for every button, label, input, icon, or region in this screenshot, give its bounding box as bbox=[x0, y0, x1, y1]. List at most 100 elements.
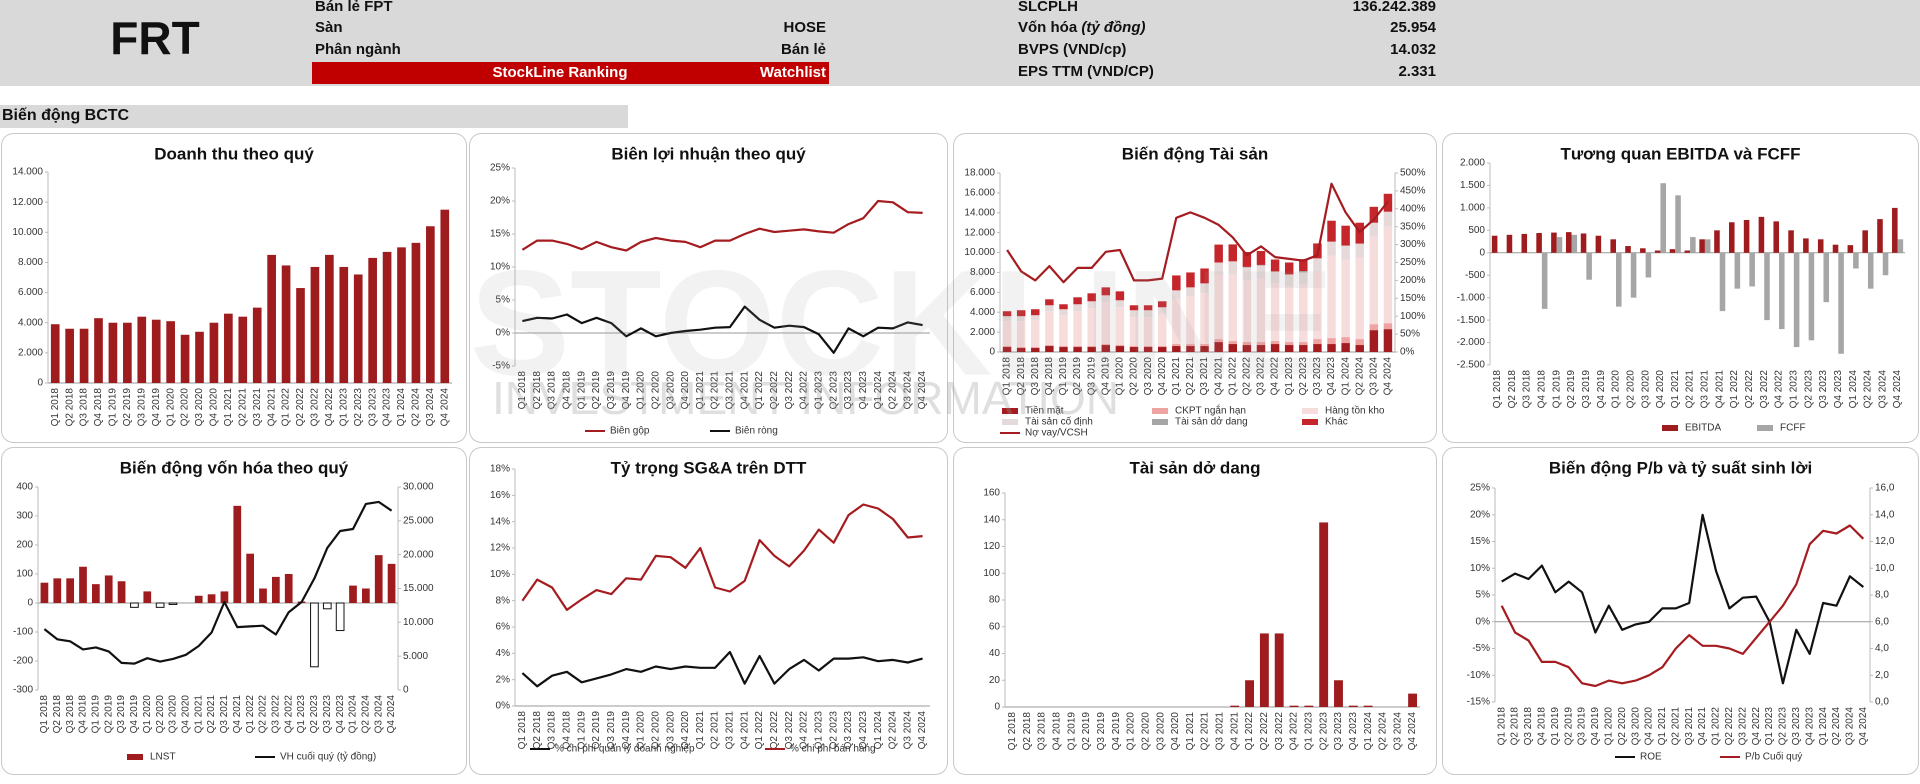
bar bbox=[1158, 314, 1167, 347]
x-tick-label: Q4 2021 bbox=[266, 388, 277, 427]
x-tick-label: Q1 2022 bbox=[1711, 707, 1722, 746]
chart-title: Biến động P/b và tỷ suất sinh lời bbox=[1549, 458, 1812, 477]
x-tick-label: Q2 2023 bbox=[309, 695, 320, 734]
x-tick-label: Q2 2018 bbox=[1507, 370, 1518, 409]
x-tick-label: Q2 2018 bbox=[1016, 357, 1027, 396]
x-tick-label: Q2 2019 bbox=[591, 371, 602, 410]
x-tick-label: Q1 2023 bbox=[1788, 370, 1799, 409]
legend-label: Khác bbox=[1325, 417, 1348, 428]
bar bbox=[166, 321, 175, 383]
bar bbox=[94, 318, 103, 383]
y-tick-label: 5% bbox=[496, 295, 511, 306]
x-tick-label: Q4 2022 bbox=[1270, 357, 1281, 396]
x-tick-label: Q3 2024 bbox=[1845, 707, 1856, 746]
legend-label: % chi phí quản lý doanh nghiệp bbox=[555, 744, 695, 755]
y-tick-label: 20% bbox=[1470, 509, 1490, 520]
x-tick-label: Q1 2020 bbox=[1126, 712, 1137, 751]
x-tick-label: Q1 2018 bbox=[1492, 370, 1503, 409]
bar bbox=[1158, 346, 1167, 348]
x-tick-label: Q2 2024 bbox=[360, 695, 371, 734]
bar bbox=[1228, 344, 1237, 352]
bar bbox=[1230, 705, 1240, 707]
x-tick-label: Q2 2020 bbox=[1617, 707, 1628, 746]
x-tick-label: Q3 2023 bbox=[1818, 370, 1829, 409]
x-tick-label: Q1 2022 bbox=[754, 711, 765, 750]
bar bbox=[1355, 345, 1364, 352]
y-tick-label: -200 bbox=[13, 656, 33, 667]
x-tick-label: Q2 2022 bbox=[295, 388, 306, 427]
x-tick-label: Q4 2024 bbox=[1383, 357, 1394, 396]
x-tick-label: Q4 2019 bbox=[1590, 707, 1601, 746]
x-tick-label: Q4 2021 bbox=[1697, 707, 1708, 746]
chart-title: Doanh thu theo quý bbox=[154, 144, 314, 163]
x-tick-label: Q2 2023 bbox=[828, 711, 839, 750]
x-tick-label: Q2 2023 bbox=[1778, 707, 1789, 746]
bar bbox=[168, 602, 178, 605]
x-tick-label: Q4 2018 bbox=[93, 388, 104, 427]
y-tick-label: 20 bbox=[989, 675, 1001, 686]
y-tick-label: 4% bbox=[496, 648, 511, 659]
bar bbox=[1773, 221, 1780, 253]
metric-note: (tỷ đồng) bbox=[1081, 19, 1145, 36]
legend-marker bbox=[1152, 419, 1168, 425]
bar bbox=[1862, 230, 1868, 253]
bar bbox=[1764, 252, 1770, 321]
bar bbox=[349, 585, 357, 603]
bar bbox=[1313, 258, 1322, 272]
bar bbox=[92, 584, 100, 603]
bar bbox=[1313, 339, 1322, 345]
bar bbox=[1284, 274, 1294, 287]
bar bbox=[267, 254, 276, 383]
y-tick-label: 10% bbox=[490, 569, 510, 580]
bar bbox=[1743, 220, 1750, 253]
y-tick-label: 6.000 bbox=[970, 287, 995, 298]
x-tick-label: Q3 2022 bbox=[270, 695, 281, 734]
bar bbox=[1299, 345, 1308, 352]
bar bbox=[1214, 342, 1223, 352]
bar bbox=[1817, 239, 1824, 253]
x-tick-label: Q2 2020 bbox=[1129, 357, 1140, 396]
y-tick-label: 18.000 bbox=[964, 168, 995, 179]
x-tick-label: Q2 2018 bbox=[1022, 712, 1033, 751]
chart-panel bbox=[953, 133, 1437, 443]
bar bbox=[1319, 522, 1329, 707]
x-tick-label: Q4 2023 bbox=[1804, 707, 1815, 746]
x-tick-label: Q4 2020 bbox=[1644, 707, 1655, 746]
bar bbox=[1728, 222, 1735, 253]
bar bbox=[79, 566, 87, 603]
legend-label: Hàng tồn kho bbox=[1325, 405, 1385, 417]
chart-title: Tương quan EBITDA và FCFF bbox=[1560, 144, 1800, 163]
y-tick-label: 10% bbox=[1470, 563, 1490, 574]
bar bbox=[1327, 338, 1336, 345]
y-tick-label: 10.000 bbox=[964, 247, 995, 258]
x-tick-label: Q4 2018 bbox=[78, 695, 89, 734]
bar bbox=[353, 274, 363, 383]
bar bbox=[1259, 633, 1269, 707]
metric-value: 25.954 bbox=[1390, 19, 1437, 36]
bar bbox=[1383, 323, 1393, 330]
x-tick-label: Q1 2024 bbox=[348, 695, 359, 734]
x-tick-label: Q4 2022 bbox=[1774, 370, 1785, 409]
x-tick-label: Q2 2019 bbox=[1081, 712, 1092, 751]
chart-panel bbox=[1442, 133, 1919, 443]
x-tick-label: Q4 2019 bbox=[151, 388, 162, 427]
x-tick-label: Q4 2023 bbox=[1326, 357, 1337, 396]
y-tick-label: 6% bbox=[496, 622, 511, 633]
x-tick-label: Q2 2020 bbox=[180, 388, 191, 427]
y-tick-label: 60 bbox=[989, 621, 1001, 632]
y-tick-label: 0 bbox=[27, 598, 33, 609]
bar bbox=[1734, 252, 1741, 289]
legend-marker bbox=[1002, 419, 1018, 425]
x-tick-label: Q4 2019 bbox=[129, 695, 140, 734]
x-tick-label: Q4 2019 bbox=[621, 371, 632, 410]
bar bbox=[1214, 262, 1223, 275]
bar bbox=[1059, 309, 1068, 316]
y-tick-label: 0 bbox=[994, 702, 1000, 713]
bar bbox=[1369, 236, 1379, 325]
bar bbox=[1129, 346, 1139, 348]
metric-label: BVPS (VND/cp) bbox=[1018, 41, 1126, 58]
x-tick-label: Q2 2018 bbox=[1510, 707, 1521, 746]
bar bbox=[1143, 305, 1153, 311]
chart-panel bbox=[1442, 447, 1919, 775]
bar bbox=[1506, 234, 1513, 253]
